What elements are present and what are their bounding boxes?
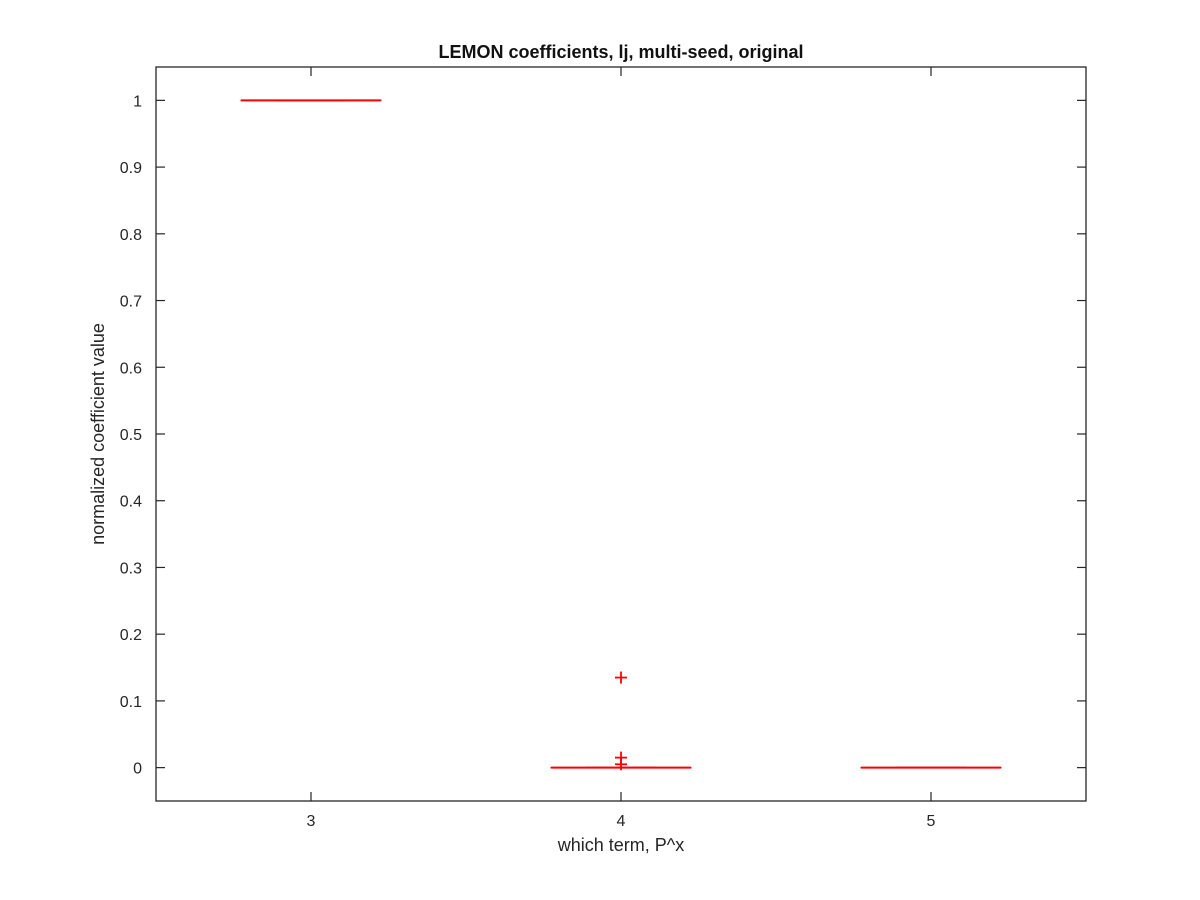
- chart-title: LEMON coefficients, lj, multi-seed, orig…: [438, 42, 803, 62]
- outlier-point: [615, 758, 627, 771]
- x-tick-label: 3: [307, 813, 316, 830]
- axes-frame: [155, 66, 1087, 802]
- tick-labels: 0 0.1 0.2 0.3 0.4 0.5 0.6 0.7 0.8 0.9 1 3 4 5: [120, 93, 936, 830]
- y-tick-label: 1: [133, 93, 142, 110]
- y-tick-label: 0.3: [120, 560, 142, 577]
- y-tick-label: 0.1: [120, 694, 142, 711]
- y-tick-label: 0.4: [120, 494, 142, 511]
- y-tick-label: 0.8: [120, 227, 142, 244]
- axes-background: [156, 67, 1086, 801]
- box-group: [550, 671, 692, 771]
- data-marks: [240, 99, 1002, 771]
- y-tick-label: 0.6: [120, 360, 142, 377]
- x-axis-label: which term, P^x: [557, 835, 684, 855]
- y-tick-label: 0.5: [120, 427, 142, 444]
- x-tick-label: 4: [617, 813, 626, 830]
- y-axis-label: normalized coefficient value: [88, 323, 108, 545]
- outlier-point: [615, 671, 627, 684]
- y-tick-label: 0.2: [120, 627, 142, 644]
- y-tick-label: 0.9: [120, 160, 142, 177]
- tick-marks: [156, 67, 1086, 801]
- y-tick-label: 0: [133, 761, 142, 778]
- y-tick-label: 0.7: [120, 294, 142, 311]
- x-tick-label: 5: [927, 813, 936, 830]
